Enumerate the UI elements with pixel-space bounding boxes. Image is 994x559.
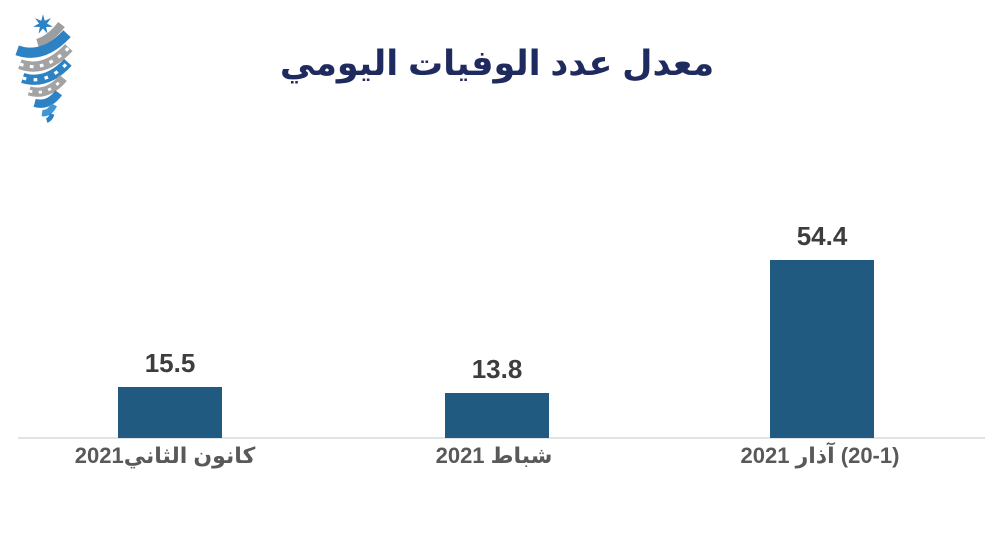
bar-group-february: 13.8 — [445, 355, 549, 438]
bar-february — [445, 393, 549, 438]
bar-value-label: 15.5 — [144, 348, 196, 379]
bar-value-label: 13.8 — [471, 354, 523, 385]
bar-value-label: 54.4 — [796, 221, 848, 252]
bar-group-march: 54.4 — [770, 222, 874, 438]
bar-march — [770, 260, 874, 438]
x-tick-label-january: كانون الثاني2021 — [74, 443, 256, 468]
x-axis-line — [18, 437, 985, 439]
x-tick-label-february: شباط 2021 — [435, 443, 553, 468]
brand-logo — [6, 6, 80, 126]
bar-january — [118, 387, 222, 438]
chart-title: معدل عدد الوفيات اليومي — [279, 44, 715, 83]
x-tick-label-march: (20-1) آذار 2021 — [740, 443, 900, 468]
seven-pointed-star-icon — [33, 14, 53, 34]
bar-group-january: 15.5 — [118, 349, 222, 438]
star-ribbon-icon — [15, 14, 73, 123]
